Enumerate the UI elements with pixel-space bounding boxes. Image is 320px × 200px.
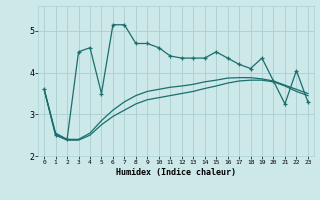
X-axis label: Humidex (Indice chaleur): Humidex (Indice chaleur) xyxy=(116,168,236,177)
